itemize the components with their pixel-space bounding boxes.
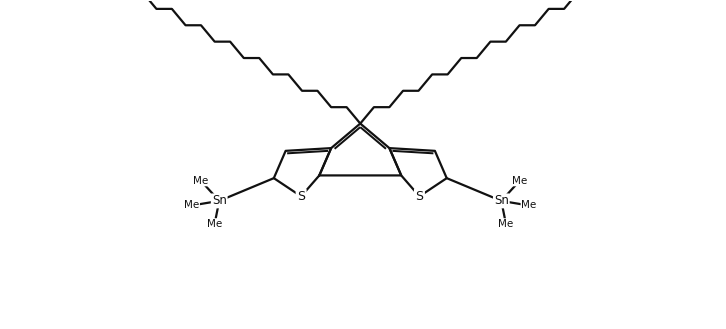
Text: Me: Me bbox=[207, 219, 222, 229]
Text: Sn: Sn bbox=[494, 194, 509, 207]
Text: Sn: Sn bbox=[212, 194, 227, 207]
Text: S: S bbox=[415, 190, 423, 203]
Text: Me: Me bbox=[193, 176, 208, 186]
Text: Me: Me bbox=[184, 200, 200, 211]
Text: Me: Me bbox=[498, 219, 513, 229]
Text: Me: Me bbox=[512, 176, 527, 186]
Text: Me: Me bbox=[521, 200, 537, 211]
Text: S: S bbox=[297, 190, 305, 203]
